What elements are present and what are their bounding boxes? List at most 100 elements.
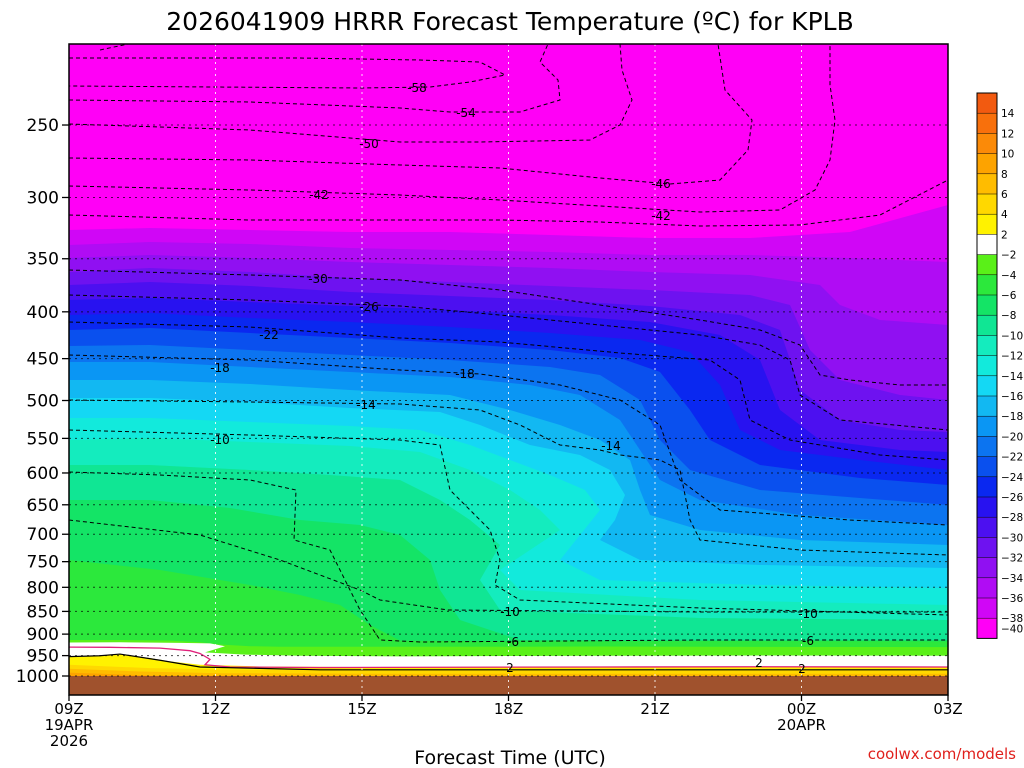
colorbar-swatch bbox=[977, 416, 997, 437]
plus2-line bbox=[69, 653, 948, 671]
y-tick-label: 950 bbox=[27, 647, 59, 667]
y-tick-label: 450 bbox=[27, 350, 59, 370]
credit-text: coolwx.com/models bbox=[868, 745, 1016, 763]
colorbar-label: −34 bbox=[1001, 573, 1023, 585]
y-tick-label: 250 bbox=[27, 116, 59, 136]
y-tick-label: 300 bbox=[27, 188, 59, 208]
colorbar-swatch bbox=[977, 476, 997, 497]
isotherm-line-1 bbox=[69, 57, 507, 89]
colorbar-label: 4 bbox=[1001, 209, 1008, 221]
colorbar-swatch bbox=[977, 375, 997, 396]
x-axis: 09Z 19APR 2026 12Z 15Z 18Z 21Z 00Z 20APR 03Z bbox=[45, 695, 963, 750]
colorbar-swatch bbox=[977, 93, 997, 114]
colorbar-swatch bbox=[977, 234, 997, 255]
contour-label: -10 bbox=[500, 605, 520, 619]
y-tick-label: 1000 bbox=[16, 667, 59, 687]
colorbar-swatch bbox=[977, 113, 997, 134]
colorbar-label: 6 bbox=[1001, 189, 1008, 201]
colorbar-swatch bbox=[977, 274, 997, 295]
colorbar-label: −16 bbox=[1001, 391, 1023, 403]
ground-surface bbox=[69, 676, 948, 695]
y-tick-label: 800 bbox=[27, 578, 59, 598]
colorbar-label: 8 bbox=[1001, 169, 1008, 181]
colorbar-label: −28 bbox=[1001, 512, 1023, 524]
contour-label: -54 bbox=[456, 106, 476, 120]
colorbar-swatch bbox=[977, 497, 997, 518]
chart-title: 2026041909 HRRR Forecast Temperature (ºC… bbox=[166, 7, 853, 36]
colorbar-swatch bbox=[977, 295, 997, 316]
contour-label: -6 bbox=[507, 635, 519, 649]
colorbar-label: −36 bbox=[1001, 593, 1023, 605]
y-tick-label: 700 bbox=[27, 525, 59, 545]
colorbar-swatch bbox=[977, 214, 997, 235]
y-tick-label: 750 bbox=[27, 553, 59, 573]
contour-label: -10 bbox=[210, 433, 230, 447]
x-tick-label: 21Z bbox=[640, 700, 669, 718]
colorbar-swatch bbox=[977, 436, 997, 457]
colorbar-swatch bbox=[977, 396, 997, 417]
grid-lines bbox=[69, 44, 948, 695]
isotherm-line-8 bbox=[69, 294, 948, 431]
contour-label: -22 bbox=[259, 328, 279, 342]
colorbar-swatch bbox=[977, 194, 997, 215]
colorbar-label: 14 bbox=[1001, 108, 1015, 120]
colorbar-swatch bbox=[977, 537, 997, 558]
contour-label: -10 bbox=[798, 607, 818, 621]
colorbar-label: −32 bbox=[1001, 553, 1023, 565]
colorbar-label: 10 bbox=[1001, 149, 1014, 161]
colorbar-swatch bbox=[977, 517, 997, 538]
contour-label: -42 bbox=[309, 188, 329, 202]
colorbar-label: −18 bbox=[1001, 411, 1023, 423]
colorbar-label: −12 bbox=[1001, 351, 1023, 363]
colorbar-label: −24 bbox=[1001, 472, 1023, 484]
contour-label: -30 bbox=[308, 272, 328, 286]
colorbar-label: −22 bbox=[1001, 452, 1023, 464]
colorbar-swatch bbox=[977, 598, 997, 619]
x-tick-label: 03Z bbox=[933, 700, 962, 718]
isotherm-line-12 bbox=[69, 429, 948, 616]
contour-label: -18 bbox=[455, 367, 475, 381]
colorbar-swatch bbox=[977, 153, 997, 174]
y-tick-label: 500 bbox=[27, 392, 59, 412]
y-tick-label: 900 bbox=[27, 625, 59, 645]
colorbar-label: 12 bbox=[1001, 128, 1014, 140]
y-tick-label: 850 bbox=[27, 602, 59, 622]
colorbar-swatch bbox=[977, 557, 997, 578]
y-tick-label: 400 bbox=[27, 303, 59, 323]
contour-label: 2 bbox=[506, 661, 514, 675]
x-tick-label: 00Z 20APR bbox=[777, 700, 826, 734]
isotherm-line-11 bbox=[69, 399, 948, 556]
y-tick-label: 350 bbox=[27, 250, 59, 270]
colorbar-label: 2 bbox=[1001, 229, 1008, 241]
isotherm-line-4 bbox=[69, 44, 753, 185]
colorbar-swatch bbox=[977, 335, 997, 356]
x-axis-title: Forecast Time (UTC) bbox=[414, 747, 605, 768]
isotherm-line-3 bbox=[69, 44, 633, 143]
colorbar-label: −14 bbox=[1001, 371, 1023, 383]
colorbar-swatch bbox=[977, 133, 997, 154]
x-tick-label: 12Z bbox=[201, 700, 230, 718]
isotherm-line-9 bbox=[69, 321, 948, 461]
contour-label: -14 bbox=[601, 439, 621, 453]
contour-label: 2 bbox=[755, 656, 763, 670]
isotherm-line-0 bbox=[99, 44, 129, 51]
colorbar-label: −20 bbox=[1001, 431, 1023, 443]
contour-label: -18 bbox=[210, 361, 230, 375]
contour-label: -50 bbox=[359, 137, 379, 151]
colorbar-label: −26 bbox=[1001, 492, 1023, 504]
isotherm-line-2 bbox=[69, 44, 561, 113]
colorbar-label: −38 bbox=[1001, 613, 1023, 625]
colorbar-swatch bbox=[977, 618, 997, 639]
isotherm-line-10 bbox=[69, 354, 948, 526]
isotherm-line-7 bbox=[69, 269, 948, 386]
colorbar-label: −6 bbox=[1001, 290, 1017, 302]
colorbar-label: −4 bbox=[1001, 270, 1017, 282]
x-tick-label: 09Z 19APR 2026 bbox=[45, 700, 94, 750]
colorbar: 14 12 10 8 6 4 2 −2 −4 −6 −8 −10 −12 −14 −16 −18 −20 −22 −… bbox=[976, 92, 1023, 639]
colorbar-swatch bbox=[977, 173, 997, 194]
contour-label: -46 bbox=[651, 177, 671, 191]
isotherm-line-13 bbox=[69, 471, 948, 643]
y-tick-label: 550 bbox=[27, 429, 59, 449]
contour-label: -58 bbox=[407, 81, 427, 95]
contour-label: -14 bbox=[356, 398, 376, 412]
